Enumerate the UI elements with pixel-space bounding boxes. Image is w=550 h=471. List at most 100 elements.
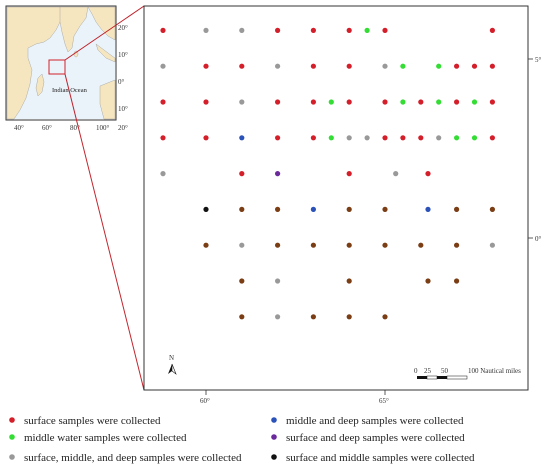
station-point-surface <box>310 135 316 141</box>
inset-ocean-label: Indian Ocean <box>52 87 88 94</box>
station-point-all-three <box>275 63 281 69</box>
inset-land-australia <box>99 79 116 120</box>
station-point-brown <box>275 206 281 212</box>
station-point-brown <box>310 314 316 320</box>
inset-lon-tick: 80° <box>70 124 80 132</box>
station-point-surface <box>489 27 495 33</box>
station-layer <box>160 27 495 320</box>
inset-lat-tick: 20° <box>118 124 128 132</box>
station-point-all-three <box>239 27 245 33</box>
connector-line-bottom <box>64 73 145 391</box>
station-point-middle <box>328 99 334 105</box>
station-point-surface <box>160 135 166 141</box>
station-point-middle-deep <box>425 206 431 212</box>
station-point-surface <box>454 63 460 69</box>
main-map: N 0 25 50 100 Nautical miles 60° 65° 5° … <box>143 5 542 405</box>
station-point-surface <box>489 135 495 141</box>
station-point-surface <box>382 135 388 141</box>
station-point-middle <box>471 99 478 105</box>
station-point-brown <box>454 206 460 212</box>
station-point-surface <box>346 171 352 177</box>
station-point-surface <box>489 99 495 105</box>
station-point-brown <box>346 242 352 248</box>
legend: surface samples were collected middle and… <box>9 415 475 464</box>
station-point-surface <box>471 63 478 69</box>
station-point-surface <box>203 63 209 69</box>
station-point-surface <box>275 135 281 141</box>
inset-study-area <box>48 59 66 75</box>
station-point-brown <box>239 206 245 212</box>
station-point-surface <box>425 171 431 177</box>
legend-swatch-middle-deep <box>271 417 277 423</box>
station-point-surface <box>275 99 281 105</box>
legend-label: surface and deep samples were collected <box>286 432 465 444</box>
station-point-brown <box>425 278 431 284</box>
inset-lat-tick: 20° <box>118 24 128 32</box>
station-point-surface-middle <box>203 206 209 212</box>
station-point-brown <box>382 206 388 212</box>
station-point-surface <box>239 63 245 69</box>
station-point-middle <box>471 135 478 141</box>
main-lat-tick: 5° <box>535 56 542 64</box>
station-point-surface <box>310 63 316 69</box>
main-lon-tick: 65° <box>379 397 389 405</box>
legend-swatch-surface-middle <box>271 454 277 460</box>
connector-line-top <box>64 5 145 61</box>
station-point-all-three <box>275 314 281 320</box>
station-point-all-three <box>275 278 281 284</box>
station-point-surface <box>310 27 316 33</box>
station-point-middle-deep <box>239 135 245 141</box>
station-point-all-three <box>393 171 399 177</box>
scale-seg <box>426 375 438 380</box>
station-point-middle-deep <box>310 206 316 212</box>
station-point-surface <box>346 27 352 33</box>
station-point-brown <box>418 242 424 248</box>
station-point-all-three <box>239 242 245 248</box>
legend-label: middle and deep samples were collected <box>286 415 464 427</box>
station-point-brown <box>346 278 352 284</box>
inset-lat-tick: 10° <box>118 105 128 113</box>
north-arrow-left <box>168 364 172 374</box>
main-lon-tick: 60° <box>200 397 210 405</box>
station-point-brown <box>239 278 245 284</box>
station-point-middle <box>400 99 406 105</box>
station-point-brown <box>310 242 316 248</box>
inset-land-sumatra <box>95 43 116 63</box>
scale-bar: 0 25 50 100 Nautical miles <box>414 367 521 380</box>
station-point-surface <box>275 27 281 33</box>
station-point-surface <box>203 99 209 105</box>
station-point-all-three <box>160 171 166 177</box>
scale-label: 50 <box>441 367 449 375</box>
station-point-surface <box>310 99 316 105</box>
station-point-all-three <box>160 63 166 69</box>
inset-land-africa-arabia <box>6 6 63 120</box>
legend-swatch-all-three <box>9 454 15 460</box>
inset-map: Indian Ocean 20° 10° 0° 10° 20° 40° 60° … <box>5 5 128 132</box>
station-point-all-three <box>382 63 388 69</box>
station-point-brown <box>382 242 388 248</box>
legend-label: middle water samples were collected <box>24 432 187 444</box>
inset-lon-tick: 40° <box>14 124 24 132</box>
legend-label: surface samples were collected <box>24 415 161 427</box>
scale-label: 100 Nautical miles <box>468 367 521 375</box>
station-point-surface <box>382 27 388 33</box>
inset-lon-tick: 60° <box>42 124 52 132</box>
station-point-surface-deep <box>275 171 281 177</box>
legend-label: surface, middle, and deep samples were c… <box>24 452 242 464</box>
station-point-brown <box>382 314 388 320</box>
station-point-all-three <box>436 135 442 141</box>
station-point-middle <box>400 63 406 69</box>
station-point-surface <box>400 135 406 141</box>
station-point-brown <box>346 206 352 212</box>
legend-swatch-surface <box>9 417 15 423</box>
inset-lat-tick: 10° <box>118 51 128 59</box>
legend-swatch-middle <box>9 434 15 440</box>
inset-land-india <box>59 6 89 53</box>
station-point-brown <box>454 242 460 248</box>
station-point-surface <box>382 99 388 105</box>
scale-seg <box>437 376 447 379</box>
station-point-brown <box>346 314 352 320</box>
station-point-middle <box>454 135 460 141</box>
station-point-surface <box>160 99 166 105</box>
